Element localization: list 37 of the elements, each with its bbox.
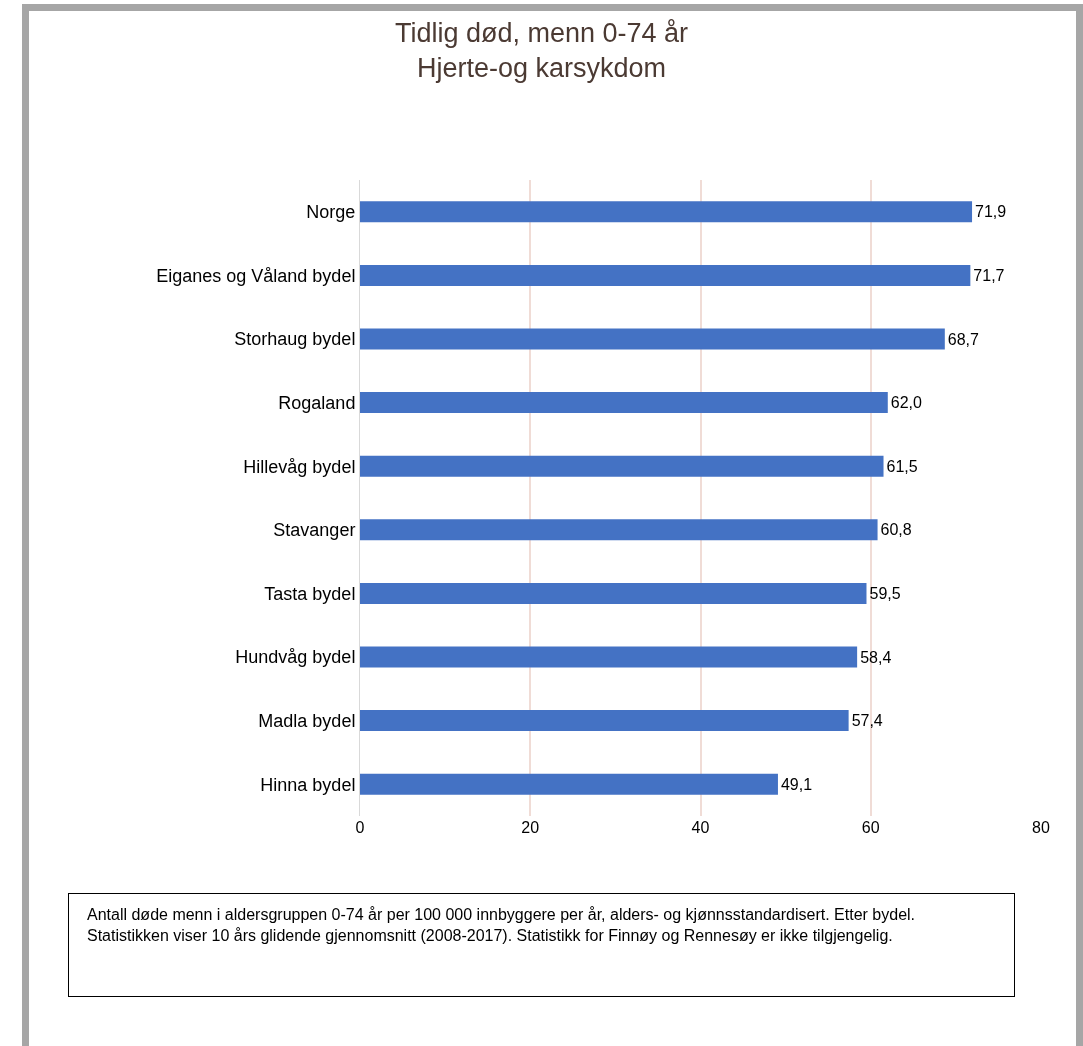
y-tick-label: Stavanger: [273, 520, 356, 541]
data-label: 68,7: [947, 330, 980, 348]
y-tick-label: Hillevåg bydel: [243, 456, 356, 477]
x-tick-label: 60: [861, 819, 880, 836]
bar: [360, 710, 849, 732]
bar: [360, 328, 945, 350]
y-tick-label: Eiganes og Våland bydel: [156, 265, 356, 286]
bar: [360, 455, 884, 477]
x-tick-label: 0: [355, 819, 365, 836]
data-label: 59,5: [869, 584, 901, 602]
data-label: 71,7: [973, 266, 1005, 284]
y-tick-label: Rogaland: [278, 392, 356, 413]
bar: [360, 773, 778, 795]
bar: [360, 582, 867, 604]
bar: [360, 201, 973, 223]
bar: [360, 264, 971, 286]
bar: [360, 392, 888, 414]
data-label: 60,8: [880, 521, 912, 539]
y-tick-label: Hundvåg bydel: [235, 647, 356, 668]
data-label: 49,1: [780, 775, 813, 793]
y-tick-label: Tasta bydel: [264, 583, 356, 604]
data-label: 58,4: [860, 648, 892, 666]
y-tick-label: Storhaug bydel: [234, 329, 356, 350]
x-tick-label: 80: [1032, 819, 1050, 836]
data-label: 61,5: [886, 457, 918, 475]
x-tick-label: 40: [691, 819, 710, 836]
text: Antall døde menn i aldersgruppen 0-74 år per 100 000 innbyggere per år, alders- og kjønnsstandardisert. Etter bydel. Statistikken viser 10 års glidende gjennomsnitt (2008-2017). Statistikk for Finnøy og Rennesøy er ikke tilgjengelig.: [68, 893, 1015, 997]
y-tick-label: Madla bydel: [258, 710, 356, 731]
bar: [360, 646, 858, 668]
y-tick-label: Hinna bydel: [260, 774, 356, 795]
data-label: 57,4: [851, 712, 883, 730]
data-label: 62,0: [890, 394, 923, 412]
y-tick-label: Norge: [306, 202, 356, 223]
x-tick-label: 20: [521, 819, 540, 836]
data-label: 71,9: [975, 203, 1007, 221]
bar: [360, 519, 878, 541]
chart-title: Tidlig død, menn 0-74 år Hjerte-og karsykdom: [394, 17, 689, 83]
